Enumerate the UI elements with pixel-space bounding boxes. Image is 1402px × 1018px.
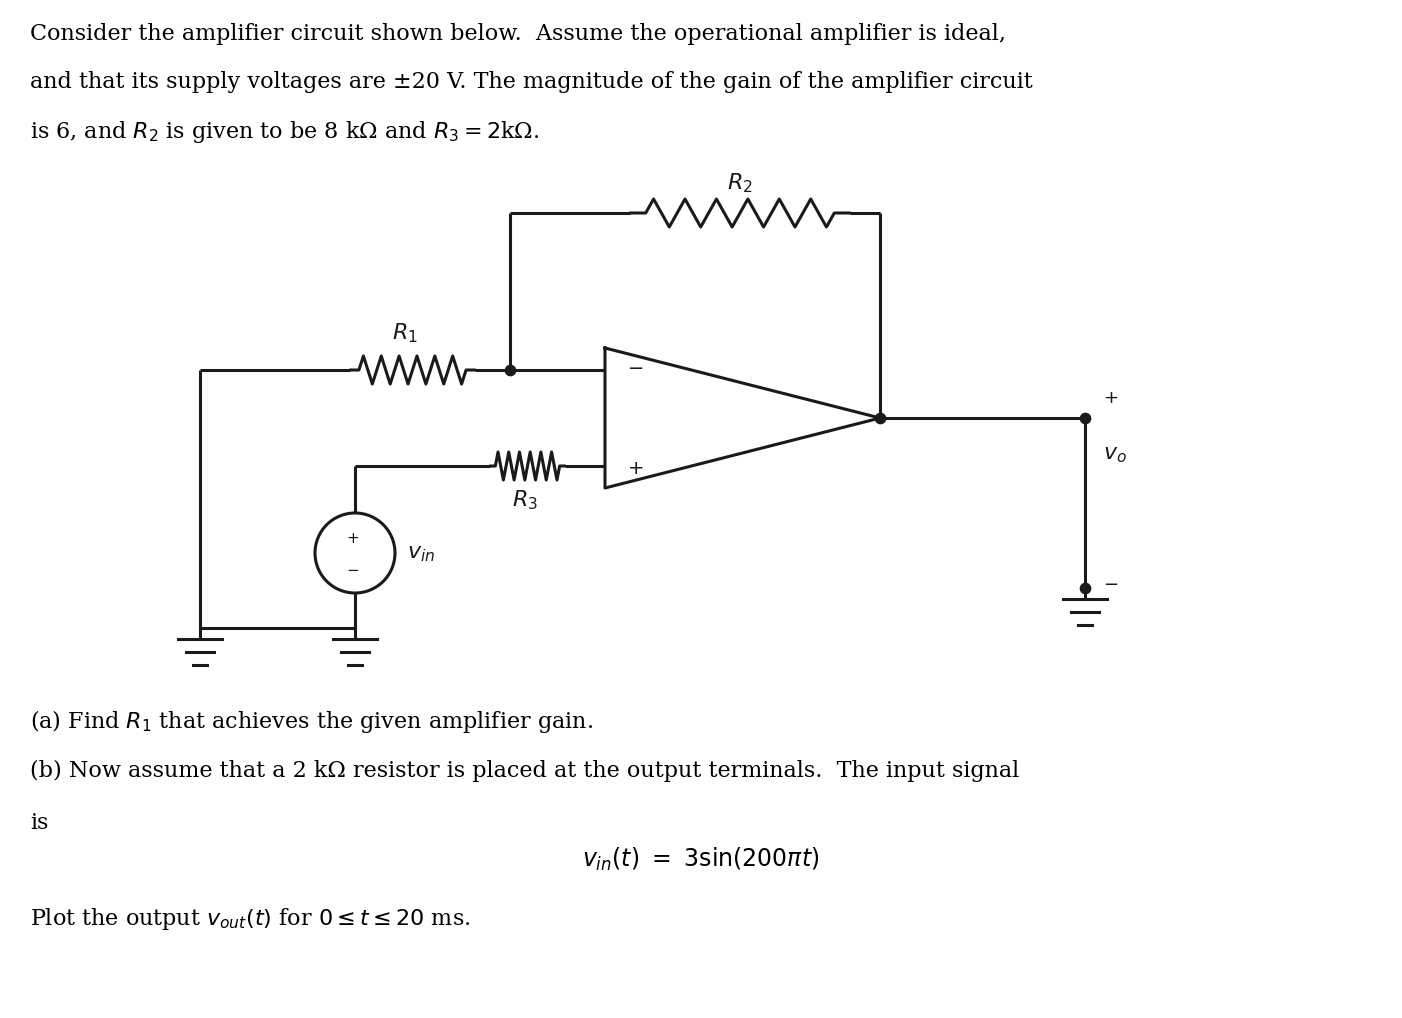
Text: $R_2$: $R_2$ — [728, 171, 753, 195]
Text: (a) Find $R_1$ that achieves the given amplifier gain.: (a) Find $R_1$ that achieves the given a… — [29, 708, 593, 735]
Text: $-$: $-$ — [346, 562, 359, 576]
Text: is 6, and $R_2$ is given to be 8 kΩ and $R_3 = 2$kΩ.: is 6, and $R_2$ is given to be 8 kΩ and … — [29, 119, 540, 145]
Text: (b) Now assume that a 2 kΩ resistor is placed at the output terminals.  The inpu: (b) Now assume that a 2 kΩ resistor is p… — [29, 760, 1019, 782]
Text: Plot the output $v_{out}(t)$ for $0 \leq t \leq 20$ ms.: Plot the output $v_{out}(t)$ for $0 \leq… — [29, 906, 471, 932]
Text: $+$: $+$ — [1103, 389, 1119, 407]
Text: $+$: $+$ — [627, 460, 644, 478]
Text: $R_3$: $R_3$ — [512, 488, 538, 512]
Text: $-$: $-$ — [1103, 574, 1119, 592]
Text: Consider the amplifier circuit shown below.  Assume the operational amplifier is: Consider the amplifier circuit shown bel… — [29, 23, 1007, 45]
Text: $R_1$: $R_1$ — [393, 322, 418, 345]
Text: $v_{in}$: $v_{in}$ — [407, 542, 435, 564]
Point — [1074, 580, 1096, 597]
Point — [869, 410, 892, 427]
Text: is: is — [29, 812, 49, 834]
Text: and that its supply voltages are ±20 V. The magnitude of the gain of the amplifi: and that its supply voltages are ±20 V. … — [29, 71, 1033, 93]
Text: $v_o$: $v_o$ — [1103, 443, 1127, 465]
Point — [499, 361, 522, 378]
Text: $-$: $-$ — [627, 358, 644, 376]
Text: $v_{in}(t) \ = \ 3\sin(200\pi t)$: $v_{in}(t) \ = \ 3\sin(200\pi t)$ — [582, 846, 820, 873]
Point — [1074, 410, 1096, 427]
Text: $+$: $+$ — [346, 532, 359, 546]
